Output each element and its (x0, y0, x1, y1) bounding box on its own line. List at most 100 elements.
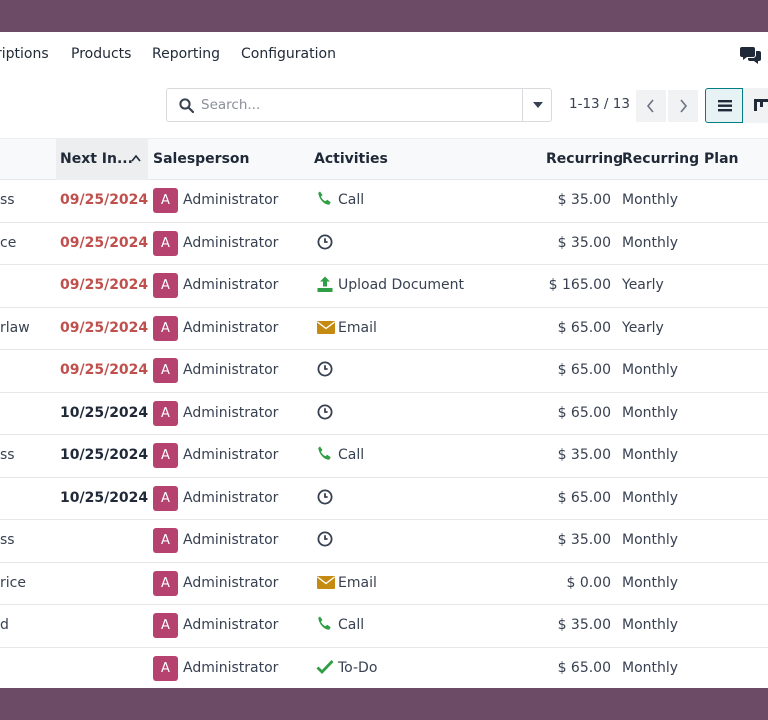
subscription-name: ss (0, 447, 15, 463)
search-icon (179, 98, 195, 114)
activity-label[interactable]: Upload Document (338, 277, 465, 293)
next-invoice-date: 10/25/2024 (60, 489, 149, 506)
table-row[interactable]: d A Administrator Call $ 35.00 Monthly (0, 605, 768, 648)
next-invoice-date: 09/25/2024 (60, 362, 149, 378)
salesperson-name: Administrator (183, 532, 279, 548)
avatar[interactable]: A (153, 230, 178, 256)
list-icon (718, 100, 732, 112)
recurring-amount: $ 35.00 (557, 617, 611, 633)
recurring-plan: Monthly (622, 574, 679, 591)
recurring-plan: Monthly (622, 659, 679, 676)
avatar[interactable]: A (153, 315, 178, 341)
search-bar (166, 88, 552, 122)
table-row[interactable]: ce 09/25/2024 A Administrator $ 35.00 Monthly (0, 223, 768, 265)
table-row[interactable]: 09/25/2024 A Administrator Upload Document $… (0, 265, 768, 308)
table-row[interactable]: rlaw 09/25/2024 A Administrator Email $ 65.00… (0, 308, 768, 350)
avatar[interactable]: A (153, 528, 178, 553)
salesperson-name: Administrator (183, 404, 279, 421)
recurring-plan: Monthly (622, 362, 679, 378)
recurring-plan: Monthly (622, 404, 679, 421)
salesperson-name: Administrator (183, 574, 279, 591)
subscription-name: rlaw (0, 319, 30, 336)
salesperson-name: Administrator (183, 447, 279, 463)
chevron-right-icon (680, 99, 688, 113)
recurring-plan: Monthly (622, 532, 679, 548)
header-recurring-plan[interactable]: Recurring Plan (622, 151, 739, 167)
salesperson-name: Administrator (183, 362, 279, 378)
table-row[interactable]: ss 10/25/2024 A Administrator Call $ 35.00 Mon… (0, 435, 768, 478)
header-recurring[interactable]: Recurring (546, 151, 624, 167)
recurring-amount: $ 35.00 (557, 192, 611, 208)
app-window: riptions Products Reporting Configuratio… (0, 32, 768, 688)
sort-ascending-icon[interactable] (131, 154, 141, 162)
pager-value[interactable]: 1-13 / 13 (569, 96, 630, 112)
pager-previous-button[interactable] (636, 90, 666, 122)
activity-label[interactable]: Call (338, 617, 365, 633)
next-invoice-date: 09/25/2024 (60, 319, 149, 336)
activity-label[interactable]: Call (338, 447, 365, 463)
activity-label[interactable]: Email (338, 574, 377, 591)
recurring-plan: Yearly (622, 277, 664, 293)
salesperson-name: Administrator (183, 489, 279, 506)
next-invoice-date: 10/25/2024 (60, 447, 149, 463)
activity-label[interactable]: To-Do (338, 659, 378, 676)
pager-next-button[interactable] (668, 90, 698, 122)
activity-label[interactable]: Call (338, 192, 365, 208)
table-row[interactable]: ss 09/25/2024 A Administrator Call $ 35.00 Mon… (0, 180, 768, 223)
recurring-plan: Monthly (622, 234, 679, 251)
recurring-amount: $ 65.00 (557, 489, 611, 506)
next-invoice-date: 09/25/2024 (60, 277, 149, 293)
avatar[interactable]: A (153, 443, 178, 468)
recurring-amount: $ 65.00 (557, 404, 611, 421)
search-options-dropdown-icon[interactable] (522, 89, 552, 121)
recurring-amount: $ 65.00 (557, 659, 611, 676)
recurring-amount: $ 35.00 (557, 234, 611, 251)
avatar[interactable]: A (153, 358, 178, 383)
avatar[interactable]: A (153, 400, 178, 426)
avatar[interactable]: A (153, 188, 178, 213)
nav-item-products[interactable]: Products (71, 46, 132, 62)
table-row[interactable]: 10/25/2024 A Administrator $ 65.00 Monthly (0, 393, 768, 435)
subscription-name: ss (0, 192, 15, 208)
recurring-amount: $ 165.00 (548, 277, 611, 293)
list-view-button[interactable] (705, 88, 743, 123)
activity-label[interactable]: Email (338, 319, 377, 336)
avatar[interactable]: A (153, 485, 178, 511)
table-row[interactable]: 09/25/2024 A Administrator $ 65.00 Monthly (0, 350, 768, 393)
nav-item-reporting[interactable]: Reporting (152, 46, 221, 62)
salesperson-name: Administrator (183, 659, 279, 676)
avatar[interactable]: A (153, 613, 178, 638)
kanban-view-button[interactable] (743, 88, 768, 123)
recurring-amount: $ 0.00 (566, 574, 611, 591)
salesperson-name: Administrator (183, 277, 279, 293)
avatar[interactable]: A (153, 273, 178, 298)
avatar[interactable]: A (153, 570, 178, 596)
table-header: Next In... Salesperson Activities Recurr… (0, 138, 768, 180)
table-row[interactable]: 10/25/2024 A Administrator $ 65.00 Monthly (0, 478, 768, 520)
table-row[interactable]: rice A Administrator Email $ 0.00 Monthly (0, 563, 768, 605)
recurring-plan: Monthly (622, 192, 679, 208)
recurring-plan: Yearly (622, 319, 664, 336)
table-row[interactable]: A Administrator To-Do $ 65.00 Monthly (0, 648, 768, 689)
salesperson-name: Administrator (183, 617, 279, 633)
recurring-amount: $ 35.00 (557, 532, 611, 548)
header-next-invoice[interactable]: Next In... (60, 151, 133, 167)
next-invoice-date: 09/25/2024 (60, 234, 149, 251)
header-activities[interactable]: Activities (314, 151, 388, 167)
avatar[interactable]: A (153, 655, 178, 681)
header-salesperson[interactable]: Salesperson (153, 151, 250, 167)
table-row[interactable]: ss A Administrator $ 35.00 Monthly (0, 520, 768, 563)
subscription-name: ss (0, 532, 15, 548)
nav-item-subscriptions[interactable]: riptions (0, 46, 49, 62)
search-input[interactable] (201, 94, 517, 116)
chat-icon[interactable] (740, 45, 762, 65)
recurring-amount: $ 65.00 (557, 319, 611, 336)
subscription-name: ce (0, 234, 17, 251)
salesperson-name: Administrator (183, 192, 279, 208)
recurring-amount: $ 35.00 (557, 447, 611, 463)
next-invoice-date: 09/25/2024 (60, 192, 149, 208)
recurring-amount: $ 65.00 (557, 362, 611, 378)
salesperson-name: Administrator (183, 319, 279, 336)
nav-item-configuration[interactable]: Configuration (241, 46, 336, 62)
chevron-left-icon (646, 99, 654, 113)
